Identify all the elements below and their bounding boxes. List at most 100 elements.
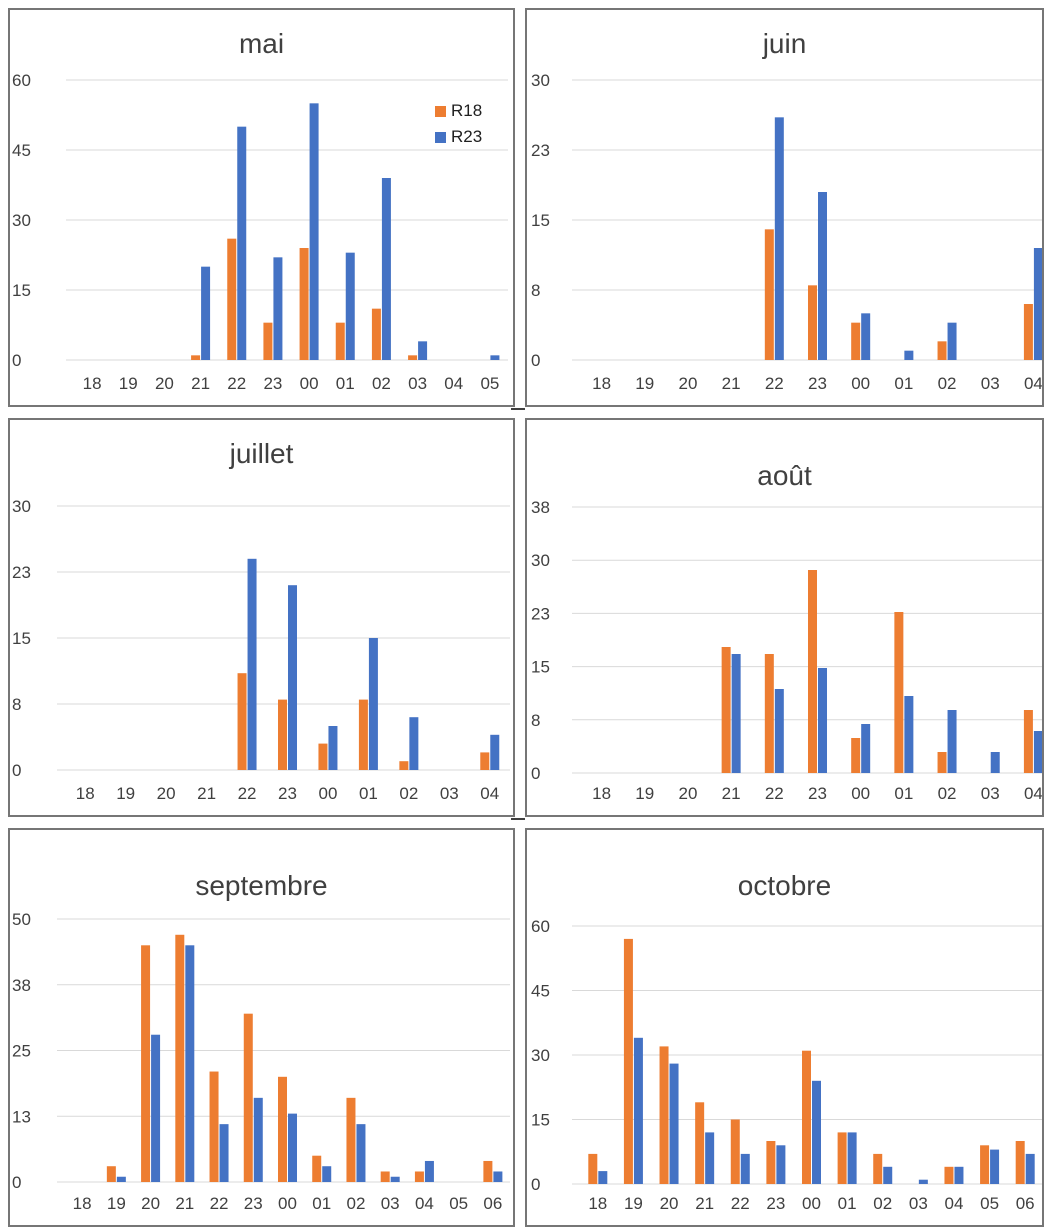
bar-r18 [106,1166,116,1182]
bar-r18 [802,1050,811,1184]
bar-r23 [288,585,297,770]
x-tick-label: 03 [408,374,427,393]
bar-r18 [808,285,817,360]
bar-r23 [883,1166,893,1184]
bar-r23 [288,1113,297,1182]
x-tick-label: 01 [894,374,913,393]
y-tick-label: 30 [12,211,31,230]
x-tick-label: 23 [808,784,827,803]
y-tick-label: 0 [531,764,540,783]
chart-title: octobre [737,870,832,901]
x-tick-label: 18 [73,1194,92,1213]
x-tick-label: 03 [909,1194,928,1213]
bar-r18 [937,752,947,773]
bar-r18 [808,570,817,773]
x-tick-label: 02 [938,784,957,803]
y-tick-label: 13 [12,1107,31,1126]
x-tick-label: 21 [191,374,210,393]
bar-r23 [705,1132,715,1184]
chart-plot: 0 8 15 23 30 38 18 19 20 21 22 23 00 01 02 03 04 [531,498,1042,803]
y-tick-label: 25 [12,1042,31,1061]
bar-r23 [818,192,827,360]
chart-title: juin [762,28,807,59]
x-tick-label: 01 [359,784,378,803]
x-tick-label: 01 [894,784,913,803]
bar-r23 [669,1063,679,1184]
x-tick-label: 23 [766,1194,785,1213]
chart-title: juillet [229,438,294,469]
bar-r18 [851,738,861,773]
x-tick-label: 00 [278,1194,297,1213]
x-tick-label: 20 [157,784,176,803]
x-tick-label: 22 [731,1194,750,1213]
legend-item-r23: R23 [435,124,482,150]
bar-r23 [812,1080,821,1184]
y-tick-label: 30 [531,1046,550,1065]
bar-r23 [247,558,257,770]
bar-r18 [764,229,774,360]
bar-r18 [695,1102,705,1184]
x-tick-label: 22 [227,374,246,393]
x-tick-label: 21 [695,1194,714,1213]
bar-r18 [721,647,731,773]
x-tick-label: 23 [263,374,282,393]
bar-r23 [947,710,957,773]
x-tick-label: 19 [116,784,135,803]
bar-r23 [904,350,914,360]
bar-r23 [598,1171,608,1184]
y-tick-label: 23 [531,141,550,160]
x-tick-label: 02 [873,1194,892,1213]
x-tick-label: 18 [592,784,611,803]
bar-r23 [390,1176,400,1182]
x-tick-label: 22 [765,784,784,803]
bar-r23 [633,1037,643,1184]
bar-r23 [368,638,378,770]
y-tick-label: 30 [531,71,550,90]
bar-r23 [776,1145,786,1184]
bar-r23 [381,178,391,360]
bar-r18 [623,938,633,1184]
bar-r18 [141,945,151,1182]
legend-swatch-r23 [435,131,446,143]
bar-r18 [837,1132,847,1184]
bar-r23 [322,1166,332,1182]
x-tick-label: 03 [381,1194,400,1213]
x-tick-label: 19 [635,784,654,803]
x-tick-label: 04 [444,374,463,393]
chart-panel-septembre: septembre 0 13 25 38 50 18 19 20 21 22 23 00 01 02 03 0… [8,828,515,1227]
bar-r23 [219,1124,229,1182]
bar-r23 [409,717,419,770]
bar-r18 [851,322,861,360]
x-tick-label: 00 [318,784,337,803]
y-tick-label: 38 [531,498,550,517]
chart-title: août [757,460,812,491]
y-tick-label: 60 [12,71,31,90]
x-tick-label: 06 [483,1194,502,1213]
y-tick-label: 15 [531,211,550,230]
chart-panel-juin: juin 0 8 15 23 30 18 19 20 21 22 23 00 01 02 03 04 [525,8,1044,407]
bar-r18 [380,1171,390,1182]
bar-r18 [191,355,201,360]
chart-title: septembre [195,870,328,901]
x-tick-label: 03 [981,374,1000,393]
bar-r18 [730,1119,740,1184]
x-tick-label: 00 [851,374,870,393]
bar-r18 [408,355,418,360]
legend-item-r18: R18 [435,98,482,124]
legend-label-r23: R23 [451,127,483,146]
bar-r18 [1023,304,1033,360]
y-tick-label: 15 [12,629,31,648]
bar-r23 [328,726,338,770]
x-tick-label: 20 [660,1194,679,1213]
bar-r23 [116,1176,126,1182]
x-tick-label: 19 [107,1194,126,1213]
x-tick-label: 20 [678,784,697,803]
x-tick-label: 05 [980,1194,999,1213]
bar-r18 [278,1076,287,1182]
x-tick-label: 21 [722,374,741,393]
bar-r18 [766,1141,776,1184]
x-tick-label: 05 [480,374,499,393]
x-tick-label: 00 [300,374,319,393]
bar-r23 [1033,731,1042,773]
stray-mark [511,818,525,820]
